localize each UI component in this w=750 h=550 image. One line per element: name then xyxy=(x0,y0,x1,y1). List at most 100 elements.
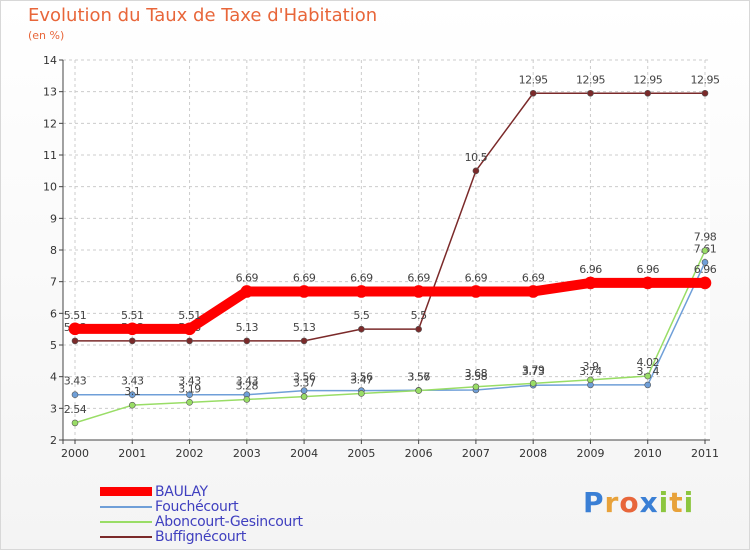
data-label: 4.02 xyxy=(636,356,659,369)
proxiti-logo: Proxiti xyxy=(583,486,694,519)
x-tick-label: 2011 xyxy=(691,447,719,460)
data-label: 6.69 xyxy=(293,271,316,284)
data-point xyxy=(128,391,136,399)
data-label: 3.43 xyxy=(236,375,259,388)
data-point xyxy=(71,337,79,345)
data-point xyxy=(701,247,709,254)
data-label: 3.57 xyxy=(407,370,430,383)
data-label: 3.68 xyxy=(465,367,488,380)
data-point xyxy=(644,89,652,97)
legend-item: BAULAY xyxy=(100,483,303,500)
data-point xyxy=(529,380,537,387)
x-tick-label: 2000 xyxy=(61,447,89,460)
legend-swatch xyxy=(100,520,152,523)
y-tick-label: 4 xyxy=(50,371,57,384)
data-label: 12.95 xyxy=(576,73,605,86)
data-point xyxy=(243,337,251,345)
data-point xyxy=(529,89,537,97)
y-tick-label: 8 xyxy=(50,244,57,257)
chart-subtitle: (en %) xyxy=(28,29,65,42)
data-point xyxy=(300,337,308,345)
data-label: 6.69 xyxy=(407,271,430,284)
data-point xyxy=(186,337,193,345)
plot-area xyxy=(63,60,710,440)
data-point xyxy=(183,322,196,336)
y-tick-label: 14 xyxy=(43,54,57,67)
legend-item: Fouchécourt xyxy=(100,498,303,515)
chart-legend: BAULAY Fouchécourt Aboncourt-Gesincourt Buf… xyxy=(100,483,303,545)
y-tick-label: 2 xyxy=(50,434,57,447)
data-label: 6.69 xyxy=(350,271,373,284)
legend-swatch xyxy=(100,505,152,508)
data-label: 3.43 xyxy=(64,375,87,388)
y-tick-label: 6 xyxy=(50,307,57,320)
data-label: 10.5 xyxy=(465,151,488,164)
data-label: 3.73 xyxy=(522,365,545,378)
legend-swatch xyxy=(100,487,152,496)
logo-letter: x xyxy=(639,486,659,519)
data-label: 3.74 xyxy=(636,365,659,378)
data-label: 6.69 xyxy=(465,271,488,284)
data-label: 5.51 xyxy=(178,309,201,322)
data-point xyxy=(587,376,594,384)
data-label: 3.56 xyxy=(407,371,430,384)
data-point xyxy=(128,337,136,345)
data-point xyxy=(641,276,655,290)
data-point xyxy=(415,387,422,394)
data-label: 2.54 xyxy=(64,403,87,416)
logo-letter: o xyxy=(619,486,640,519)
data-label: 12.95 xyxy=(519,73,548,86)
data-point xyxy=(584,276,597,290)
x-tick-label: 2004 xyxy=(290,447,318,460)
legend-label: BAULAY xyxy=(155,483,208,500)
data-label: 3.1 xyxy=(124,385,140,398)
data-point xyxy=(701,259,709,266)
logo-letter: r xyxy=(604,486,620,519)
data-point xyxy=(125,322,139,336)
x-tick-label: 2008 xyxy=(519,447,547,460)
data-label: 3.74 xyxy=(579,365,602,378)
data-label: 3.56 xyxy=(293,371,316,384)
data-label: 3.28 xyxy=(236,379,259,392)
data-point xyxy=(526,285,540,298)
chart-title: Evolution du Taux de Taxe d'Habitation xyxy=(28,5,378,26)
y-tick-label: 11 xyxy=(43,149,57,162)
data-point xyxy=(415,325,422,333)
data-label: 6.69 xyxy=(236,271,259,284)
legend-label: Fouchécourt xyxy=(155,498,239,515)
data-label: 3.58 xyxy=(465,370,488,383)
data-point xyxy=(358,325,365,333)
data-label: 5.13 xyxy=(293,321,316,334)
legend-swatch xyxy=(100,535,152,538)
data-label: 5.51 xyxy=(64,309,87,322)
logo-letter: t xyxy=(669,486,684,519)
data-label: 3.56 xyxy=(350,371,373,384)
series-line xyxy=(75,277,705,334)
legend-label: Aboncourt-Gesincourt xyxy=(155,513,303,530)
data-point xyxy=(644,381,652,389)
data-point xyxy=(186,391,193,399)
data-point xyxy=(644,372,652,380)
x-tick-label: 2005 xyxy=(347,447,375,460)
data-label: 3.19 xyxy=(178,382,201,395)
data-label: 6.69 xyxy=(522,271,545,284)
data-point xyxy=(472,383,480,391)
data-point xyxy=(128,401,136,409)
data-label: 12.95 xyxy=(633,73,662,86)
data-point xyxy=(297,285,311,298)
data-label: 7.98 xyxy=(694,231,717,244)
x-tick-label: 2002 xyxy=(176,447,204,460)
y-tick-label: 13 xyxy=(43,86,57,99)
data-point xyxy=(71,391,79,399)
x-tick-label: 2007 xyxy=(462,447,490,460)
data-point xyxy=(71,419,79,427)
y-tick-label: 9 xyxy=(50,212,57,225)
data-point xyxy=(469,285,483,298)
x-tick-label: 2009 xyxy=(576,447,604,460)
data-label: 5.51 xyxy=(121,309,144,322)
series-line xyxy=(75,262,706,396)
y-tick-label: 10 xyxy=(43,181,57,194)
data-label: 3.79 xyxy=(522,363,545,376)
data-point xyxy=(300,393,308,400)
y-tick-label: 3 xyxy=(50,402,57,415)
